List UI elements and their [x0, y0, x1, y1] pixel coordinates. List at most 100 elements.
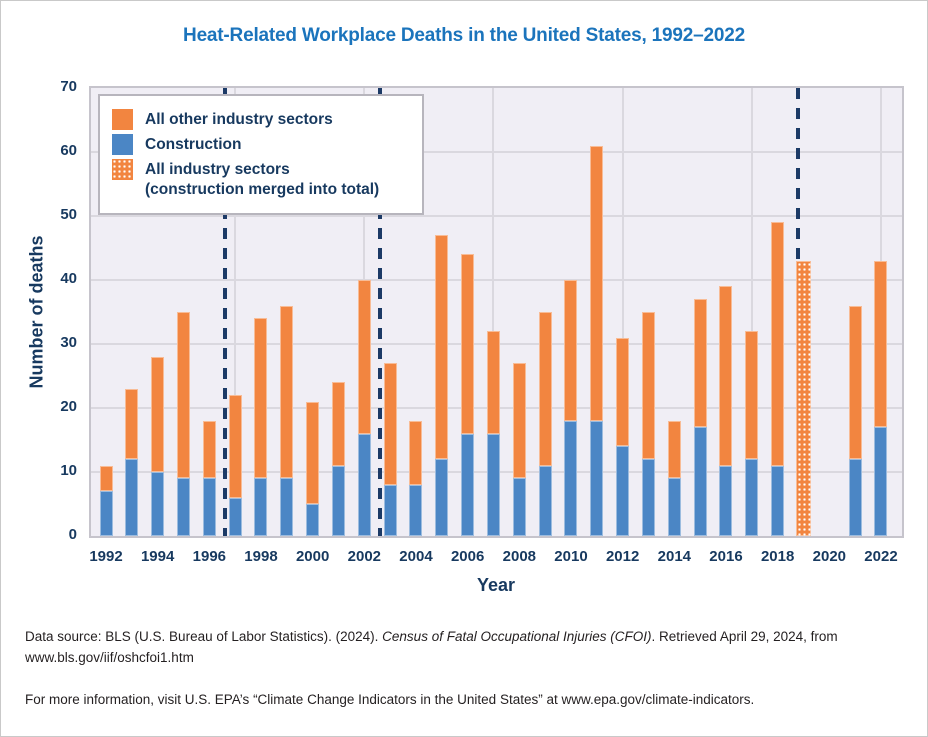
legend-swatch-dotted-icon [112, 159, 133, 180]
bar-2003-other-sectors [383, 363, 397, 485]
x-axis-title: Year [476, 575, 516, 595]
dashed-line-1996.6 [222, 88, 227, 536]
legend-item-all-industry-merged: All industry sectors (construction merged… [112, 159, 408, 200]
bar-2019-all-industry-merged [796, 260, 812, 536]
x-tick-1998: 1998 [244, 548, 278, 565]
gridline-x-1997 [234, 88, 237, 536]
bar-2001-construction [331, 465, 345, 536]
bar-2016-other-sectors [719, 286, 733, 466]
chart-title: Heat-Related Workplace Deaths in the Uni… [183, 25, 745, 46]
bar-1998-construction [254, 478, 268, 536]
gridline-x-2017 [750, 88, 753, 536]
x-tick-2000: 2000 [295, 548, 330, 565]
bar-2010-construction [564, 420, 578, 536]
bar-1993-other-sectors [125, 388, 139, 460]
y-tick-30: 30 [60, 334, 77, 351]
bar-2008-construction [512, 478, 526, 536]
bar-2015-construction [693, 427, 707, 536]
bar-2009-other-sectors [538, 312, 552, 466]
y-tick-60: 60 [60, 142, 77, 159]
bar-2016-construction [719, 465, 733, 536]
x-tick-2008: 2008 [502, 548, 537, 565]
bar-2010-other-sectors [564, 280, 578, 421]
bar-2003-construction [383, 484, 397, 536]
bar-2006-other-sectors [461, 254, 475, 434]
x-tick-1996: 1996 [192, 548, 227, 565]
bar-2014-other-sectors [667, 420, 681, 479]
bar-2022-construction [874, 427, 888, 536]
bar-2004-construction [409, 484, 423, 536]
bar-1999-other-sectors [280, 305, 294, 479]
y-tick-40: 40 [60, 270, 77, 287]
y-tick-20: 20 [60, 398, 77, 415]
bar-1999-construction [280, 478, 294, 536]
bar-2005-construction [435, 459, 449, 536]
y-axis-title: Number of deaths [26, 235, 47, 389]
x-tick-2012: 2012 [605, 548, 640, 565]
bar-2015-other-sectors [693, 299, 707, 428]
bar-2007-construction [486, 433, 500, 536]
gridline-x-2012 [621, 88, 624, 536]
bar-1997-other-sectors [228, 395, 242, 498]
bar-1996-other-sectors [202, 420, 216, 479]
bar-2018-other-sectors [771, 222, 785, 466]
bar-2008-other-sectors [512, 363, 526, 479]
x-tick-2004: 2004 [399, 548, 433, 565]
bar-2021-construction [848, 459, 862, 536]
bar-2011-other-sectors [590, 145, 604, 421]
x-tick-2022: 2022 [864, 548, 898, 565]
bar-2013-other-sectors [641, 312, 655, 460]
bar-2021-other-sectors [848, 305, 862, 460]
y-tick-0: 0 [68, 526, 77, 543]
legend-item-other-sectors: All other industry sectors [112, 109, 408, 130]
bar-1995-construction [176, 478, 190, 536]
bar-2000-construction [306, 504, 320, 536]
y-tick-70: 70 [60, 78, 77, 95]
bar-2002-other-sectors [357, 280, 371, 434]
bar-2009-construction [538, 465, 552, 536]
bar-1998-other-sectors [254, 318, 268, 479]
x-tick-2010: 2010 [554, 548, 588, 565]
legend: All other industry sectors Construction … [98, 94, 424, 215]
footer: Data source: BLS (U.S. Bureau of Labor S… [25, 627, 907, 732]
legend-label: All other industry sectors [145, 111, 333, 128]
legend-swatch-orange-icon [112, 109, 133, 130]
plot-area: All other industry sectors Construction … [89, 86, 904, 538]
gridline-x-2007 [492, 88, 495, 536]
x-tick-1994: 1994 [140, 548, 175, 565]
legend-label: Construction [145, 136, 242, 153]
x-tick-2020: 2020 [812, 548, 847, 565]
bar-2002-construction [357, 433, 371, 536]
bar-1992-other-sectors [99, 465, 113, 492]
bar-2001-other-sectors [331, 382, 345, 466]
bar-1994-construction [151, 472, 165, 536]
legend-item-construction: Construction [112, 134, 408, 155]
legend-label: All industry sectors (construction merged… [145, 161, 380, 198]
bar-2006-construction [461, 433, 475, 536]
bar-2000-other-sectors [306, 401, 320, 504]
y-tick-50: 50 [60, 206, 77, 223]
x-tick-2016: 2016 [709, 548, 743, 565]
dashed-line-2002.6 [377, 88, 382, 536]
bar-2022-other-sectors [874, 260, 888, 428]
bar-2005-other-sectors [435, 235, 449, 460]
x-tick-2018: 2018 [760, 548, 795, 565]
bar-2012-construction [616, 446, 630, 536]
gridline-y-60 [91, 151, 902, 153]
y-tick-10: 10 [60, 462, 77, 479]
bar-1997-construction [228, 497, 242, 536]
x-tick-2006: 2006 [450, 548, 485, 565]
bar-1994-other-sectors [151, 356, 165, 472]
more-info-note: For more information, visit U.S. EPA’s “… [25, 691, 755, 707]
x-tick-2014: 2014 [657, 548, 692, 565]
bar-2017-other-sectors [745, 331, 759, 460]
gridline-y-40 [91, 279, 902, 281]
bar-2013-construction [641, 459, 655, 536]
x-tick-2002: 2002 [347, 548, 382, 565]
bar-2004-other-sectors [409, 420, 423, 485]
bar-1995-other-sectors [176, 312, 190, 479]
bar-2014-construction [667, 478, 681, 536]
bar-1992-construction [99, 491, 113, 536]
bar-2012-other-sectors [616, 337, 630, 447]
